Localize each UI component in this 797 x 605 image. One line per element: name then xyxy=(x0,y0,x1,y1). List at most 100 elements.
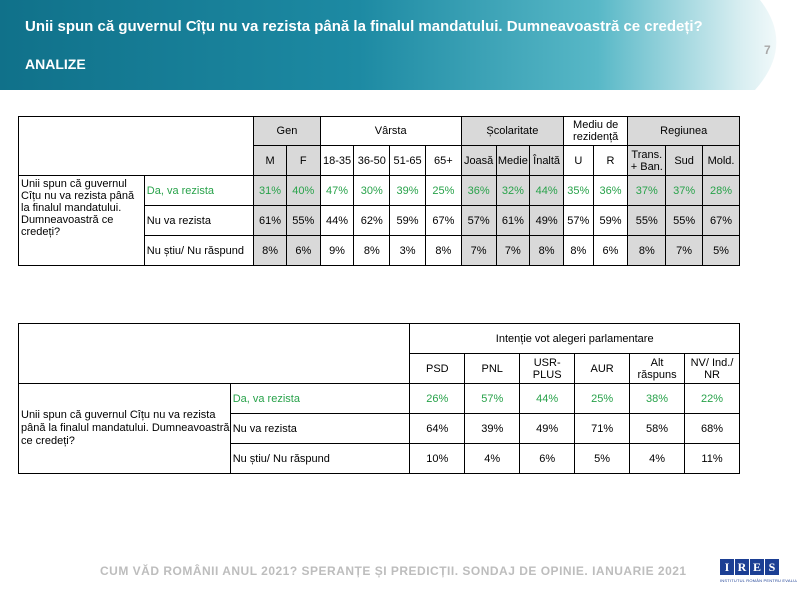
column-header: M xyxy=(253,145,287,176)
table-cell: 37% xyxy=(627,175,667,206)
table-cell: 11% xyxy=(684,443,740,474)
page-number: 7 xyxy=(764,43,771,57)
table-cell: 57% xyxy=(460,205,497,236)
table-cell: 5% xyxy=(574,443,631,474)
column-header: Joasă xyxy=(460,145,497,176)
group-header-varsta: Vârsta xyxy=(319,116,462,146)
table-cell: 8% xyxy=(627,235,667,266)
column-header: NV/ Ind./ NR xyxy=(684,353,740,384)
logo-letter: I xyxy=(720,559,734,575)
group-header-mediu: Mediu de rezidență xyxy=(562,116,629,146)
column-header: 51-65 xyxy=(389,145,426,176)
table-cell: 55% xyxy=(285,205,321,236)
table-cell: 49% xyxy=(519,413,576,444)
group-header-gen: Gen xyxy=(253,116,321,146)
table-cell: 10% xyxy=(409,443,466,474)
demographics-table: Gen Vârsta Școlaritate Mediu de rezidenț… xyxy=(17,116,740,266)
group-header-scolaritate: Școlaritate xyxy=(460,116,564,146)
table-cell: 26% xyxy=(409,383,466,414)
row-label-da: Da, va rezista xyxy=(143,175,255,206)
corner-cell xyxy=(17,116,255,176)
table-cell: 7% xyxy=(665,235,704,266)
table-cell: 55% xyxy=(665,205,704,236)
table-cell: 38% xyxy=(629,383,686,414)
table-cell: 5% xyxy=(702,235,740,266)
column-header: USR-PLUS xyxy=(519,353,576,384)
column-header: Alt răspuns xyxy=(629,353,686,384)
table-cell: 61% xyxy=(253,205,287,236)
footer-text: CUM VĂD ROMÂNII ANUL 2021? SPERANȚE ȘI P… xyxy=(100,564,687,578)
column-header: Medie xyxy=(495,145,531,176)
corner-cell xyxy=(17,323,411,384)
table-cell: 8% xyxy=(562,235,594,266)
table-cell: 39% xyxy=(389,175,426,206)
table-cell: 44% xyxy=(319,205,355,236)
table-cell: 71% xyxy=(574,413,631,444)
table-cell: 59% xyxy=(389,205,426,236)
table-cell: 44% xyxy=(519,383,576,414)
table-cell: 49% xyxy=(529,205,564,236)
row-label-nu-stiu: Nu știu/ Nu răspund xyxy=(143,235,255,266)
table-cell: 67% xyxy=(702,205,740,236)
table-cell: 36% xyxy=(592,175,629,206)
table-cell: 57% xyxy=(464,383,521,414)
table-cell: 32% xyxy=(495,175,531,206)
table-cell: 4% xyxy=(629,443,686,474)
table-cell: 7% xyxy=(460,235,497,266)
group-header-regiunea: Regiunea xyxy=(627,116,740,146)
vote-intention-table: Intenție vot alegeri parlamentare PSD PN… xyxy=(17,323,740,474)
table-cell: 31% xyxy=(253,175,287,206)
table-cell: 57% xyxy=(562,205,594,236)
row-label-nu-stiu: Nu știu/ Nu răspund xyxy=(229,443,411,474)
table-cell: 59% xyxy=(592,205,629,236)
table-cell: 67% xyxy=(424,205,462,236)
column-header: F xyxy=(285,145,321,176)
table-cell: 40% xyxy=(285,175,321,206)
table-cell: 6% xyxy=(519,443,576,474)
table-cell: 4% xyxy=(464,443,521,474)
table-cell: 44% xyxy=(529,175,564,206)
banner-background xyxy=(0,0,797,90)
question-label: Unii spun că guvernul Cîțu nu va rezista… xyxy=(18,383,231,474)
column-header: Trans. + Ban. xyxy=(627,145,667,176)
slide-title: Unii spun că guvernul Cîțu nu va rezista… xyxy=(25,18,703,35)
table-cell: 36% xyxy=(460,175,497,206)
column-header: Mold. xyxy=(702,145,740,176)
table-cell: 61% xyxy=(495,205,531,236)
table-cell: 25% xyxy=(424,175,462,206)
column-header: 65+ xyxy=(424,145,462,176)
logo-letter: S xyxy=(765,559,779,575)
logo-letter: E xyxy=(750,559,764,575)
table-cell: 7% xyxy=(495,235,531,266)
table-cell: 3% xyxy=(389,235,426,266)
row-label-nu: Nu va rezista xyxy=(143,205,255,236)
column-header: PNL xyxy=(464,353,521,384)
table-cell: 30% xyxy=(353,175,391,206)
table-cell: 58% xyxy=(629,413,686,444)
table-cell: 25% xyxy=(574,383,631,414)
group-header-vot: Intenție vot alegeri parlamentare xyxy=(409,323,740,354)
table-cell: 8% xyxy=(353,235,391,266)
column-header: Înaltă xyxy=(529,145,564,176)
column-header: Sud xyxy=(665,145,704,176)
table-cell: 47% xyxy=(319,175,355,206)
table-cell: 6% xyxy=(592,235,629,266)
table-cell: 68% xyxy=(684,413,740,444)
table-cell: 9% xyxy=(319,235,355,266)
table-cell: 64% xyxy=(409,413,466,444)
row-label-nu: Nu va rezista xyxy=(229,413,411,444)
column-header: AUR xyxy=(574,353,631,384)
table-cell: 6% xyxy=(285,235,321,266)
table-cell: 55% xyxy=(627,205,667,236)
column-header: R xyxy=(592,145,629,176)
table-cell: 8% xyxy=(424,235,462,266)
question-label: Unii spun că guvernul Cîțu nu va rezista… xyxy=(18,175,145,266)
logo-tagline: INSTITUTUL ROMÂN PENTRU EVALUARE ȘI STRA… xyxy=(720,578,797,583)
column-header: PSD xyxy=(409,353,466,384)
column-header: U xyxy=(562,145,594,176)
table-cell: 37% xyxy=(665,175,704,206)
table-cell: 28% xyxy=(702,175,740,206)
column-header: 36-50 xyxy=(353,145,391,176)
table-cell: 39% xyxy=(464,413,521,444)
